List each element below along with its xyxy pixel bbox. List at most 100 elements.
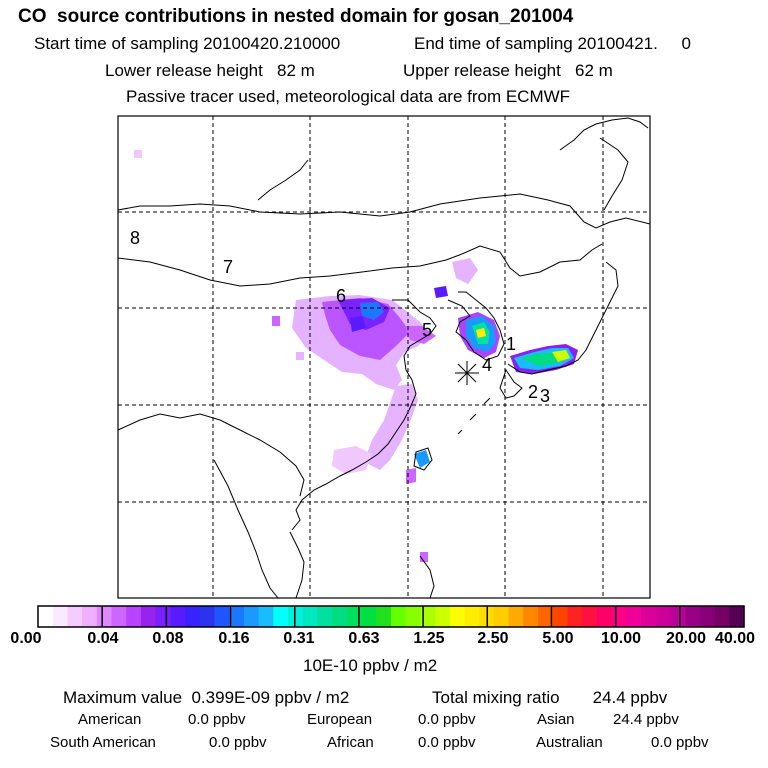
region-label-2: 2: [528, 382, 538, 402]
india-border: [117, 413, 305, 497]
colorbar-cell: [332, 606, 348, 627]
colorbar-frame: [37, 605, 745, 628]
coastlines: [117, 117, 651, 599]
colorbar-cell: [82, 606, 98, 627]
colorbar-tick-label: 0.08: [152, 630, 184, 647]
american-value: 0.0 ppbv: [188, 711, 246, 728]
colorbar-cell: [346, 606, 363, 627]
colorbar-cell: [582, 606, 598, 627]
baikal: [257, 159, 309, 201]
tracer-note: Passive tracer used, meteorological data…: [126, 87, 571, 106]
colorbar-cell: [699, 606, 716, 627]
colorbar-cell: [376, 606, 392, 627]
colorbar-cell: [96, 606, 113, 627]
plume-japan-peak: [552, 350, 570, 362]
colorbar-cell: [229, 606, 245, 627]
colorbar-cell: [714, 606, 730, 627]
african-value: 0.0 ppbv: [418, 734, 476, 751]
south-american-value: 0.0 ppbv: [209, 734, 267, 751]
max-value: Maximum value 0.399E-09 ppbv / m2: [63, 688, 350, 707]
colorbar-cell: [273, 606, 289, 627]
region-label-8: 8: [130, 228, 140, 248]
colorbar-cell: [140, 606, 157, 627]
plume-speck-4: [296, 352, 304, 360]
plume-south-china: [332, 446, 372, 474]
taiwan-coast: [413, 447, 433, 471]
plume-korea-peak: [476, 328, 486, 338]
plume-field: [134, 150, 578, 562]
mongolia-border: [117, 243, 603, 287]
colorbar-tick-label: 40.00: [714, 630, 756, 647]
colorbar-cell: [493, 606, 510, 627]
chart-title: CO source contributions in nested domain…: [18, 6, 574, 27]
colorbar-cell: [685, 606, 701, 627]
region-label-1: 1: [506, 334, 516, 354]
colorbar-cell: [391, 606, 407, 627]
australian-label: Australian: [536, 734, 603, 751]
colorbar-dividers: [101, 606, 681, 627]
indochina-coast: [213, 459, 279, 599]
colorbar-cell: [288, 606, 304, 627]
plume-north-china-hot: [360, 302, 384, 320]
plume-speck-1: [272, 316, 280, 326]
plume-shandong: [405, 326, 436, 344]
region-label-5: 5: [422, 320, 432, 340]
lower-release-height: Lower release height 82 m: [105, 61, 315, 80]
colorbar-cell: [111, 606, 127, 627]
colorbar-tick-label: 1.25: [413, 630, 445, 647]
colorbar-tick-label: 20.00: [665, 630, 707, 647]
map-frame: [117, 115, 651, 599]
japan-kyushu: [499, 368, 523, 399]
region-label-6: 6: [336, 286, 346, 306]
plume-speck-2: [134, 150, 142, 158]
european-label: European: [307, 711, 373, 728]
end-time: End time of sampling 20100421. 0: [414, 34, 691, 53]
colorbar-cell: [567, 606, 583, 627]
colorbar-cell: [552, 606, 569, 627]
colorbar-cell: [655, 606, 672, 627]
plume-beijing: [350, 316, 366, 332]
colorbar-cell: [538, 606, 554, 627]
colorbar-cell: [596, 606, 613, 627]
total-mixing-ratio: Total mixing ratio 24.4 ppbv: [432, 688, 668, 707]
graticule: [118, 116, 650, 598]
american-label: American: [78, 711, 142, 728]
colorbar-cell: [170, 606, 186, 627]
colorbar-cell: [670, 606, 686, 627]
colorbar-tick-label: 0.31: [283, 630, 315, 647]
colorbar-tick-label: 2.50: [477, 630, 509, 647]
colorbar-cell: [155, 606, 171, 627]
colorbar-cell: [523, 606, 539, 627]
colorbar-cell: [611, 606, 627, 627]
colorbar-cell: [641, 606, 657, 627]
colorbar-cell: [405, 606, 422, 627]
colorbar-unit: 10E-10 ppbv / m2: [303, 656, 438, 675]
sakhalin: [559, 117, 649, 151]
colorbar-cell: [214, 606, 230, 627]
colorbar-cell: [317, 606, 333, 627]
plume-east-coast: [364, 384, 418, 470]
china-north-coast: [291, 299, 437, 531]
coastline-siberia: [117, 193, 651, 229]
asian-label: Asian: [537, 711, 575, 728]
colorbar-cell: [464, 606, 480, 627]
receptor-marker: [455, 361, 479, 385]
colorbar-cell: [361, 606, 377, 627]
colorbar-tick-label: 5.00: [542, 630, 574, 647]
colorbar-tick-label: 0.63: [348, 630, 380, 647]
region-label-4: 4: [482, 355, 492, 375]
colorbar-cell: [199, 606, 216, 627]
colorbar-cell: [52, 606, 69, 627]
australian-value: 0.0 ppbv: [651, 734, 709, 751]
okhotsk-coast: [599, 137, 629, 211]
colorbar-cell: [38, 606, 54, 627]
plume-northeast-2: [434, 286, 448, 298]
region-label-3: 3: [540, 386, 550, 406]
colorbar-tick-label: 10.00: [600, 630, 642, 647]
colorbar-cell: [626, 606, 642, 627]
plume-taiwan: [414, 450, 430, 468]
colorbar-cell: [449, 606, 466, 627]
korea-coast: [447, 291, 505, 361]
